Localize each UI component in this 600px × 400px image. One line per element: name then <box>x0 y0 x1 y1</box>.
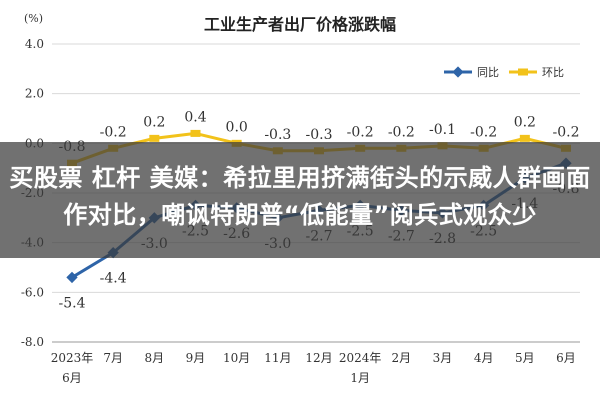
data-label-mom: -0.2 <box>470 124 497 140</box>
data-label-mom: -0.3 <box>306 127 333 143</box>
x-tick-label: 4月 <box>474 351 494 365</box>
chart-title: 工业生产者出厂价格涨跌幅 <box>204 15 396 34</box>
x-tick-label: 9月 <box>186 351 206 365</box>
headline-overlay: 买股票 杠杆 美媒：希拉里用挤满街头的示威人群画面作对比，嘲讽特朗普“低能量”阅… <box>0 142 600 258</box>
legend-marker <box>452 66 464 78</box>
data-point-mom <box>190 129 201 137</box>
x-tick-label: 5月 <box>515 351 535 365</box>
data-point-mom <box>519 134 530 142</box>
data-label-mom: 0.0 <box>226 119 248 135</box>
x-tick-label: 2月 <box>392 351 412 365</box>
x-tick-label: 10月 <box>223 351 250 365</box>
x-tick-label: 2024年 1月 <box>339 351 382 385</box>
data-label-yoy: -4.4 <box>100 271 127 287</box>
x-tick-label: 2023年 6月 <box>51 351 94 385</box>
x-tick-label: 8月 <box>145 351 165 365</box>
data-label-mom: -0.2 <box>553 124 580 140</box>
data-label-mom: -0.2 <box>388 124 415 140</box>
data-label-mom: 0.2 <box>143 114 165 130</box>
y-tick-label: -8.0 <box>21 335 44 349</box>
x-tick-label: 7月 <box>103 351 123 365</box>
y-tick-label: 4.0 <box>25 37 44 51</box>
data-label-yoy: -5.4 <box>59 295 86 311</box>
legend-label: 同比 <box>477 66 499 79</box>
data-point-mom <box>149 134 160 142</box>
y-axis-unit: (%) <box>24 12 43 25</box>
x-tick-label: 12月 <box>305 351 332 365</box>
data-label-mom: 0.2 <box>514 114 536 130</box>
y-tick-label: 2.0 <box>25 87 44 101</box>
x-tick-label: 3月 <box>433 351 453 365</box>
data-label-mom: -0.2 <box>347 124 374 140</box>
legend-label: 环比 <box>542 66 564 79</box>
y-tick-label: -6.0 <box>21 285 44 299</box>
legend-marker <box>518 68 528 76</box>
data-label-mom: -0.3 <box>264 127 291 143</box>
x-tick-label: 6月 <box>556 351 576 365</box>
data-label-mom: 0.4 <box>184 109 206 125</box>
x-tick-label: 11月 <box>264 351 291 365</box>
data-label-mom: -0.1 <box>429 122 456 138</box>
data-label-mom: -0.2 <box>100 124 127 140</box>
